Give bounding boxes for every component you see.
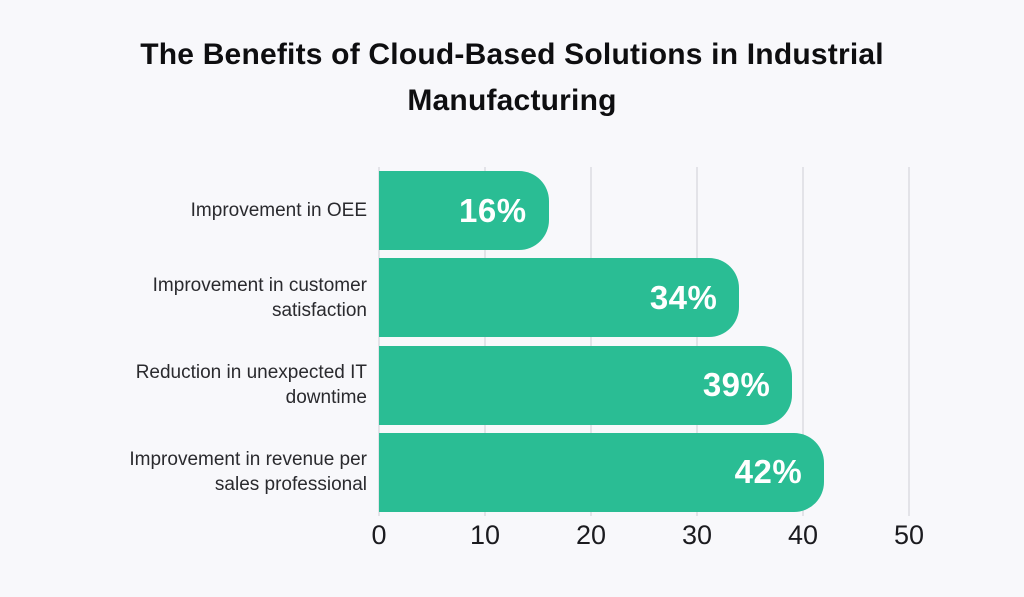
plot-gridlines bbox=[378, 167, 910, 516]
category-label-text: Reduction in unexpected IT downtime bbox=[135, 362, 367, 409]
bar-track: 42% bbox=[379, 432, 909, 512]
x-tick-0: 0 bbox=[371, 520, 387, 550]
gridline-30 bbox=[696, 167, 698, 516]
x-tick-40: 40 bbox=[787, 520, 819, 550]
bar-oee: 16% bbox=[379, 171, 549, 251]
bar-value-label: 16% bbox=[459, 191, 527, 229]
bar-row-it-downtime: Reduction in unexpected IT downtime 39% bbox=[0, 342, 909, 429]
category-label-text: Improvement in customer satisfaction bbox=[152, 274, 367, 321]
bar-row-customer-satisfaction: Improvement in customer satisfaction 34% bbox=[0, 254, 909, 341]
category-label-customer-satisfaction: Improvement in customer satisfaction bbox=[0, 273, 379, 323]
category-label-text: Improvement in OEE bbox=[190, 200, 367, 222]
bar-revenue-per-sales: 42% bbox=[379, 432, 825, 512]
bar-rows: Improvement in OEE 16% Improvement in cu… bbox=[0, 167, 909, 516]
x-axis: 0 10 20 30 40 50 bbox=[371, 518, 924, 552]
bar-value-label: 39% bbox=[702, 366, 771, 404]
x-tick-30: 30 bbox=[681, 520, 713, 550]
gridline-50 bbox=[908, 167, 910, 516]
x-tick-10: 10 bbox=[469, 520, 501, 550]
gridline-10 bbox=[484, 167, 486, 516]
bar-track: 34% bbox=[379, 258, 909, 338]
category-label-it-downtime: Reduction in unexpected IT downtime bbox=[0, 360, 379, 410]
bar-track: 39% bbox=[379, 345, 909, 425]
gridline-20 bbox=[590, 167, 592, 516]
bar-it-downtime: 39% bbox=[379, 345, 793, 425]
x-tick-50: 50 bbox=[893, 520, 925, 550]
bar-row-revenue-per-sales: Improvement in revenue per sales profess… bbox=[0, 429, 909, 516]
chart-title-line-1: The Benefits of Cloud-Based Solutions in… bbox=[140, 38, 884, 71]
bar-customer-satisfaction: 34% bbox=[379, 258, 740, 338]
category-label-revenue-per-sales: Improvement in revenue per sales profess… bbox=[0, 447, 379, 497]
chart-title-line-2: Manufacturing bbox=[407, 84, 617, 117]
bar-track: 16% bbox=[379, 171, 909, 251]
x-tick-20: 20 bbox=[575, 520, 607, 550]
category-label-oee: Improvement in OEE bbox=[0, 198, 379, 223]
chart-title: The Benefits of Cloud-Based Solutions in… bbox=[0, 32, 1024, 124]
category-label-text: Improvement in revenue per sales profess… bbox=[129, 449, 367, 496]
bar-value-label: 34% bbox=[649, 278, 718, 316]
bar-value-label: 42% bbox=[734, 453, 803, 491]
gridline-40 bbox=[802, 167, 804, 516]
bar-row-oee: Improvement in OEE 16% bbox=[0, 167, 909, 254]
gridline-0 bbox=[378, 167, 380, 516]
